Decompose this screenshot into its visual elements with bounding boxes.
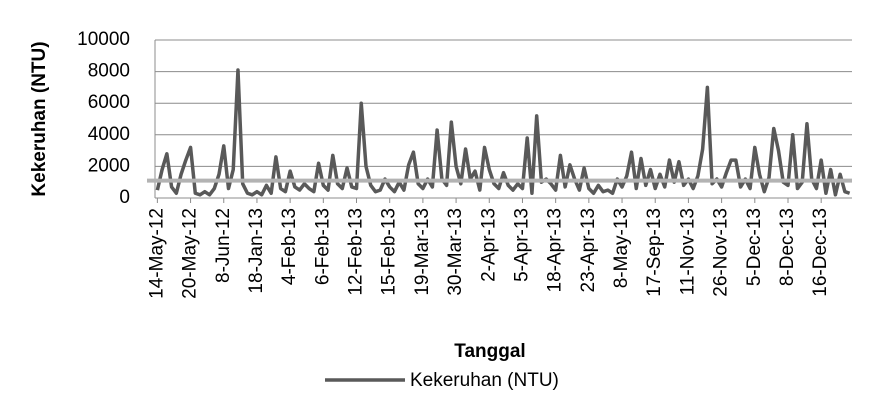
x-tick-label: 19-Mar-13	[412, 208, 433, 296]
x-tick-label: 30-Mar-13	[445, 208, 466, 296]
x-tick-label: 8-Dec-13	[777, 208, 798, 286]
x-tick-label: 5-Dec-13	[744, 208, 765, 286]
data-line	[155, 68, 851, 197]
x-tick-label: 16-Dec-13	[810, 208, 831, 297]
y-tick-label: 8000	[88, 61, 130, 82]
y-tick-label: 0	[119, 187, 130, 208]
x-tick-label: 14-May-12	[146, 208, 167, 299]
y-tick-label: 4000	[88, 124, 130, 145]
x-tick-label: 20-May-12	[180, 208, 201, 299]
x-tick-label: 2-Apr-13	[478, 208, 499, 282]
x-tick-label: 26-Nov-13	[711, 208, 732, 297]
x-tick-label: 6-Feb-13	[312, 208, 333, 285]
x-tick-label: 11-Nov-13	[677, 208, 698, 295]
x-tick-label: 17-Sep-13	[644, 208, 665, 297]
x-tick-label: 23-Apr-13	[578, 208, 599, 293]
x-tick-label: 18-Jan-13	[246, 208, 267, 294]
y-tick-label: 2000	[88, 155, 130, 176]
x-tick-label: 4-Feb-13	[279, 208, 300, 285]
y-tick-label: 10000	[77, 29, 130, 50]
x-tick-label: 15-Feb-13	[379, 208, 400, 296]
y-axis-title: Kekeruhan (NTU)	[29, 41, 50, 196]
x-axis-title: Tanggal	[454, 341, 525, 362]
legend-label: Kekeruhan (NTU)	[410, 370, 559, 391]
x-tick-label: 8-Jun-12	[213, 208, 234, 283]
x-tick-label: 5-Apr-13	[511, 208, 532, 282]
legend: Kekeruhan (NTU)	[325, 370, 559, 391]
y-tick-label: 6000	[88, 92, 130, 113]
x-tick-label: 12-Feb-13	[346, 208, 367, 296]
x-tick-label: 18-Apr-13	[545, 208, 566, 293]
x-tick-label: 8-May-13	[611, 208, 632, 288]
